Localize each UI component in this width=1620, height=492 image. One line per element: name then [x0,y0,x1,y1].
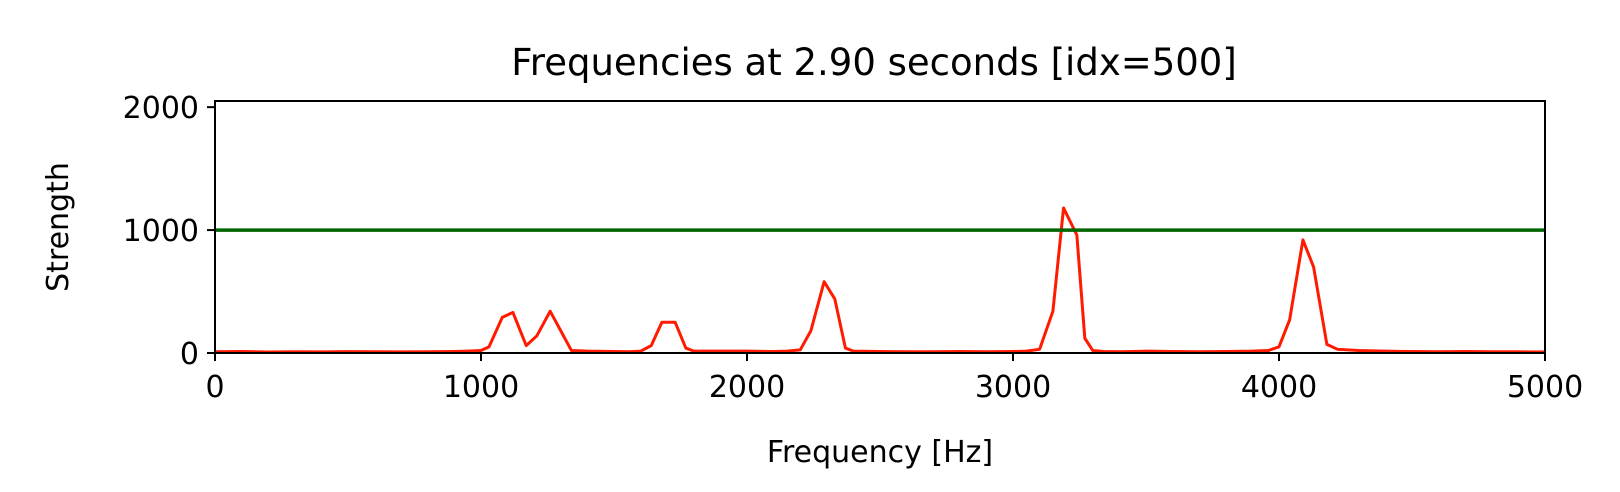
x-tick-label: 1000 [443,370,519,405]
y-tick-label: 0 [180,337,199,372]
x-axis-ticks: 0 1000 2000 3000 4000 5000 [205,353,1583,405]
y-tick-label: 1000 [123,214,199,249]
plot-frame [214,100,1546,354]
x-tick-label: 5000 [1507,370,1583,405]
x-axis-label: Frequency [Hz] [767,435,993,470]
spectrum-line [214,206,1546,354]
x-tick-label: 2000 [709,370,785,405]
y-axis-ticks: 0 1000 2000 [123,91,215,372]
y-axis-label: Strength [41,162,76,292]
x-tick-label: 0 [205,370,224,405]
x-tick-label: 4000 [1241,370,1317,405]
plot-series [214,206,1546,354]
y-tick-label: 2000 [123,91,199,126]
x-tick-label: 3000 [975,370,1051,405]
chart-title: Frequencies at 2.90 seconds [idx=500] [511,41,1237,84]
